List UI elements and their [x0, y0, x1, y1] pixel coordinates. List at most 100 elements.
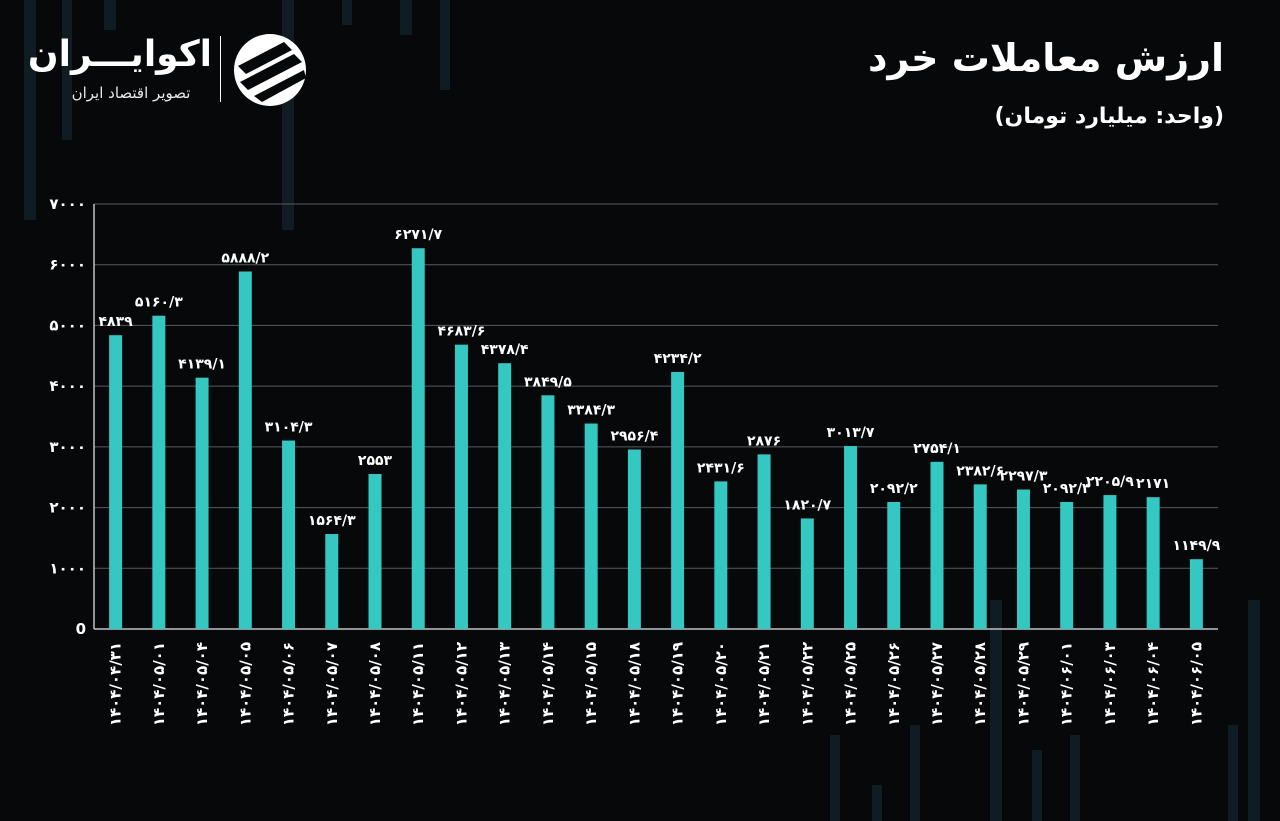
data-label: ۲۲۰۵/۹	[1086, 474, 1134, 490]
data-label: ۲۴۳۱/۶	[697, 460, 745, 476]
bar	[195, 377, 209, 629]
x-tick-label: ۱۴۰۴/۰۵/۰۸	[366, 642, 384, 726]
x-axis-ticks: ۱۴۰۴/۰۴/۳۱ ۱۴۰۴/۰۵/۰۱ ۱۴۰۴/۰۵/۰۴ ۱۴۰۴/۰۵/۰۵…	[107, 642, 1206, 726]
brand-logo: اکوایـــران تصویر اقتصاد ایران	[27, 30, 320, 110]
bar	[325, 534, 339, 629]
data-label: ۲۰۹۲/۳	[1043, 481, 1091, 497]
bar	[671, 371, 685, 629]
data-label: ۶۲۷۱/۷	[394, 227, 442, 243]
bar	[973, 484, 987, 629]
bar	[541, 395, 555, 629]
data-label: ۴۲۳۴/۲	[654, 351, 702, 367]
data-label: ۲۸۷۶	[747, 433, 781, 449]
data-label: ۴۳۷۸/۴	[481, 342, 529, 358]
data-label: ۵۱۶۰/۳	[135, 295, 183, 311]
x-tick-label: ۱۴۰۴/۰۵/۲۷	[928, 642, 946, 726]
y-axis-ticks: 0 ۱۰۰۰ ۲۰۰۰ ۳۰۰۰ ۴۰۰۰ ۵۰۰۰ ۶۰۰۰ ۷۰۰۰	[49, 195, 86, 638]
x-tick-label: ۱۴۰۴/۰۵/۰۱	[150, 642, 168, 726]
bar	[1103, 495, 1117, 629]
bar	[584, 423, 598, 629]
y-tick-label: ۱۰۰۰	[49, 559, 86, 577]
brand-name: اکوایـــران	[27, 34, 212, 75]
bar	[238, 271, 252, 629]
logo-divider	[220, 36, 221, 102]
x-tick-label: ۱۴۰۴/۰۵/۰۵	[236, 642, 254, 726]
data-label: ۲۲۹۷/۳	[1000, 469, 1048, 485]
bar	[368, 473, 382, 629]
bar	[498, 363, 512, 629]
data-label: ۱۵۶۴/۳	[308, 513, 356, 529]
x-tick-label: ۱۴۰۴/۰۵/۱۵	[582, 642, 600, 726]
bar	[1146, 497, 1160, 629]
x-tick-label: ۱۴۰۴/۰۵/۲۶	[885, 642, 903, 726]
chart-title: ارزش معاملات خرد	[867, 36, 1224, 80]
data-label: ۱۸۲۰/۷	[783, 497, 831, 513]
chart-subtitle: (واحد: میلیارد تومان)	[994, 104, 1225, 129]
y-tick-label: ۵۰۰۰	[49, 316, 86, 334]
y-tick-label: ۶۰۰۰	[49, 256, 86, 274]
data-label: ۳۳۸۴/۳	[567, 403, 615, 419]
data-label: ۴۸۳۹	[99, 314, 134, 330]
brand-tagline: تصویر اقتصاد ایران	[71, 84, 191, 102]
x-tick-label: ۱۴۰۴/۰۵/۲۰	[712, 642, 730, 726]
bar	[844, 446, 858, 629]
y-tick-label: ۷۰۰۰	[49, 195, 86, 213]
data-label: ۲۰۹۲/۲	[870, 481, 918, 497]
x-tick-label: ۱۴۰۴/۰۵/۱۹	[669, 642, 687, 726]
data-label: ۱۱۴۹/۹	[1172, 538, 1220, 554]
grid-lines	[94, 203, 1218, 569]
data-label: ۳۰۱۳/۷	[827, 425, 875, 441]
brand-mark-icon	[234, 34, 306, 106]
data-label: ۲۹۵۶/۴	[610, 429, 658, 445]
y-tick-label: ۳۰۰۰	[49, 438, 86, 456]
data-label: ۲۱۷۱	[1136, 476, 1170, 492]
x-tick-label: ۱۴۰۴/۰۵/۱۱	[409, 642, 427, 726]
data-label: ۳۱۰۴/۳	[265, 420, 313, 436]
y-tick-label: ۲۰۰۰	[49, 499, 86, 517]
bar	[627, 449, 641, 629]
x-tick-label: ۱۴۰۴/۰۵/۰۴	[193, 642, 211, 726]
x-tick-label: ۱۴۰۴/۰۵/۱۸	[625, 642, 643, 726]
x-tick-label: ۱۴۰۴/۰۵/۰۷	[323, 642, 341, 726]
bar	[454, 344, 468, 629]
bar	[887, 501, 901, 629]
x-tick-label: ۱۴۰۴/۰۶/۰۳	[1101, 642, 1119, 726]
bar	[411, 248, 425, 630]
bar	[152, 315, 166, 629]
x-tick-label: ۱۴۰۴/۰۶/۰۵	[1187, 642, 1205, 726]
x-tick-label: ۱۴۰۴/۰۵/۲۲	[798, 642, 816, 726]
bar	[757, 454, 771, 629]
x-tick-label: ۱۴۰۴/۰۵/۱۳	[496, 642, 514, 726]
x-tick-label: ۱۴۰۴/۰۵/۲۱	[755, 642, 773, 726]
bar	[714, 481, 728, 629]
bar	[930, 461, 944, 629]
bar	[1016, 489, 1030, 629]
data-label: ۲۷۵۴/۱	[913, 441, 961, 457]
y-tick-label: ۴۰۰۰	[49, 377, 86, 395]
data-label: ۳۸۴۹/۵	[524, 374, 572, 390]
bar	[1189, 559, 1203, 629]
x-tick-label: ۱۴۰۴/۰۵/۱۴	[539, 642, 557, 726]
bar	[109, 335, 123, 629]
data-label: ۴۱۳۹/۱	[178, 357, 226, 373]
bar	[800, 518, 814, 629]
x-tick-label: ۱۴۰۴/۰۶/۰۴	[1144, 642, 1162, 726]
chart-axes	[93, 204, 1218, 630]
data-label: ۴۶۸۳/۶	[438, 324, 486, 340]
bar-series	[109, 248, 1203, 630]
x-tick-label: ۱۴۰۴/۰۵/۱۲	[452, 642, 470, 726]
data-label: ۵۸۸۸/۲	[221, 251, 269, 267]
x-tick-label: ۱۴۰۴/۰۴/۳۱	[107, 642, 125, 726]
bar	[1060, 501, 1074, 629]
x-tick-label: ۱۴۰۴/۰۵/۲۵	[842, 642, 860, 726]
y-tick-label: 0	[76, 620, 86, 638]
x-tick-label: ۱۴۰۴/۰۶/۰۱	[1058, 642, 1076, 726]
x-tick-label: ۱۴۰۴/۰۵/۲۸	[971, 642, 989, 726]
data-label: ۲۳۸۲/۶	[956, 463, 1004, 479]
data-label: ۲۵۵۳	[358, 453, 393, 469]
x-tick-label: ۱۴۰۴/۰۵/۲۹	[1014, 642, 1032, 726]
x-tick-label: ۱۴۰۴/۰۵/۰۶	[280, 642, 298, 726]
bar	[282, 440, 296, 629]
